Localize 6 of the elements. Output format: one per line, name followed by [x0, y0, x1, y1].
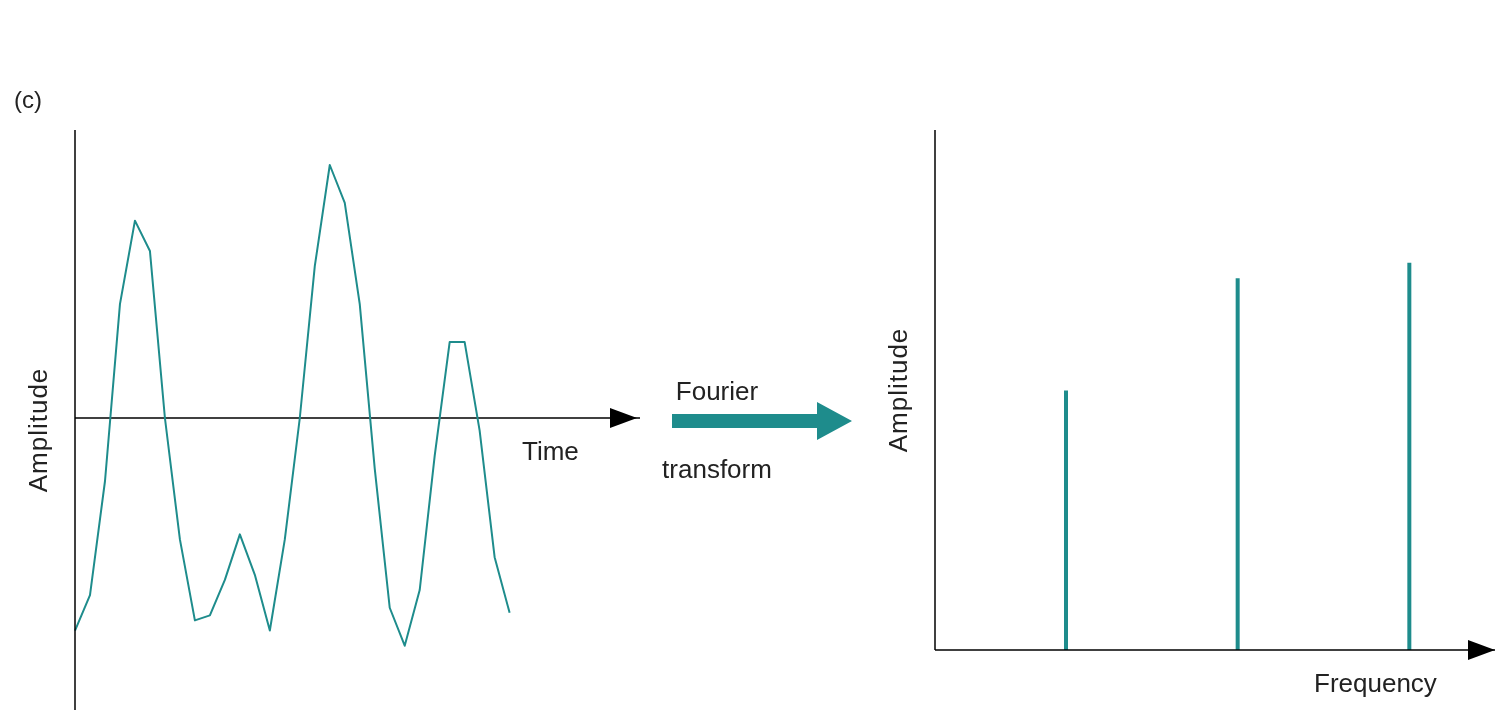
text: Fourier transform: [662, 376, 772, 484]
y-axis-title: Amplitude: [882, 327, 913, 453]
x-axis-title: Frequency: [1314, 668, 1437, 698]
y-axis-title: Amplitude: [22, 367, 53, 493]
text: (c): [14, 86, 42, 113]
x-axis-title: Time: [522, 436, 579, 466]
